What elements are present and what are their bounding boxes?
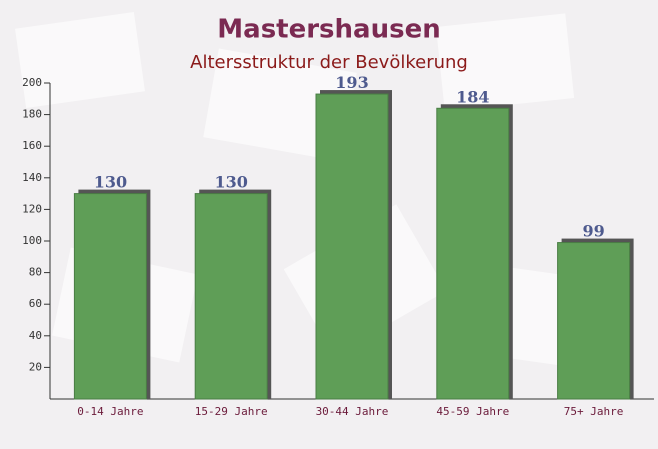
bar xyxy=(315,93,389,400)
y-tick-label: 40 xyxy=(29,329,42,342)
x-tick-label: 45-59 Jahre xyxy=(436,405,509,418)
x-tick-label: 15-29 Jahre xyxy=(195,405,268,418)
y-tick-label: 120 xyxy=(22,202,42,215)
value-label: 193 xyxy=(335,73,368,92)
x-tick-label: 0-14 Jahre xyxy=(77,405,143,418)
bar xyxy=(557,242,631,400)
value-label: 130 xyxy=(214,173,247,192)
chart-title: Mastershausen xyxy=(217,15,440,45)
y-tick-label: 140 xyxy=(22,171,42,184)
y-tick-label: 100 xyxy=(22,234,42,247)
chart-subtitle: Altersstruktur der Bevölkerung xyxy=(190,52,468,73)
bar xyxy=(194,193,268,400)
y-tick-label: 160 xyxy=(22,139,42,152)
bar xyxy=(73,193,147,400)
y-tick-label: 80 xyxy=(29,266,42,279)
y-tick-label: 200 xyxy=(22,76,42,89)
y-tick-label: 180 xyxy=(22,108,42,121)
value-label: 130 xyxy=(94,173,127,192)
value-label: 184 xyxy=(456,87,489,106)
x-tick-label: 75+ Jahre xyxy=(564,405,624,418)
value-label: 99 xyxy=(582,222,604,241)
x-tick-label: 30-44 Jahre xyxy=(316,405,389,418)
y-tick-label: 60 xyxy=(29,297,42,310)
y-tick-label: 20 xyxy=(29,360,42,373)
bar xyxy=(436,107,510,400)
